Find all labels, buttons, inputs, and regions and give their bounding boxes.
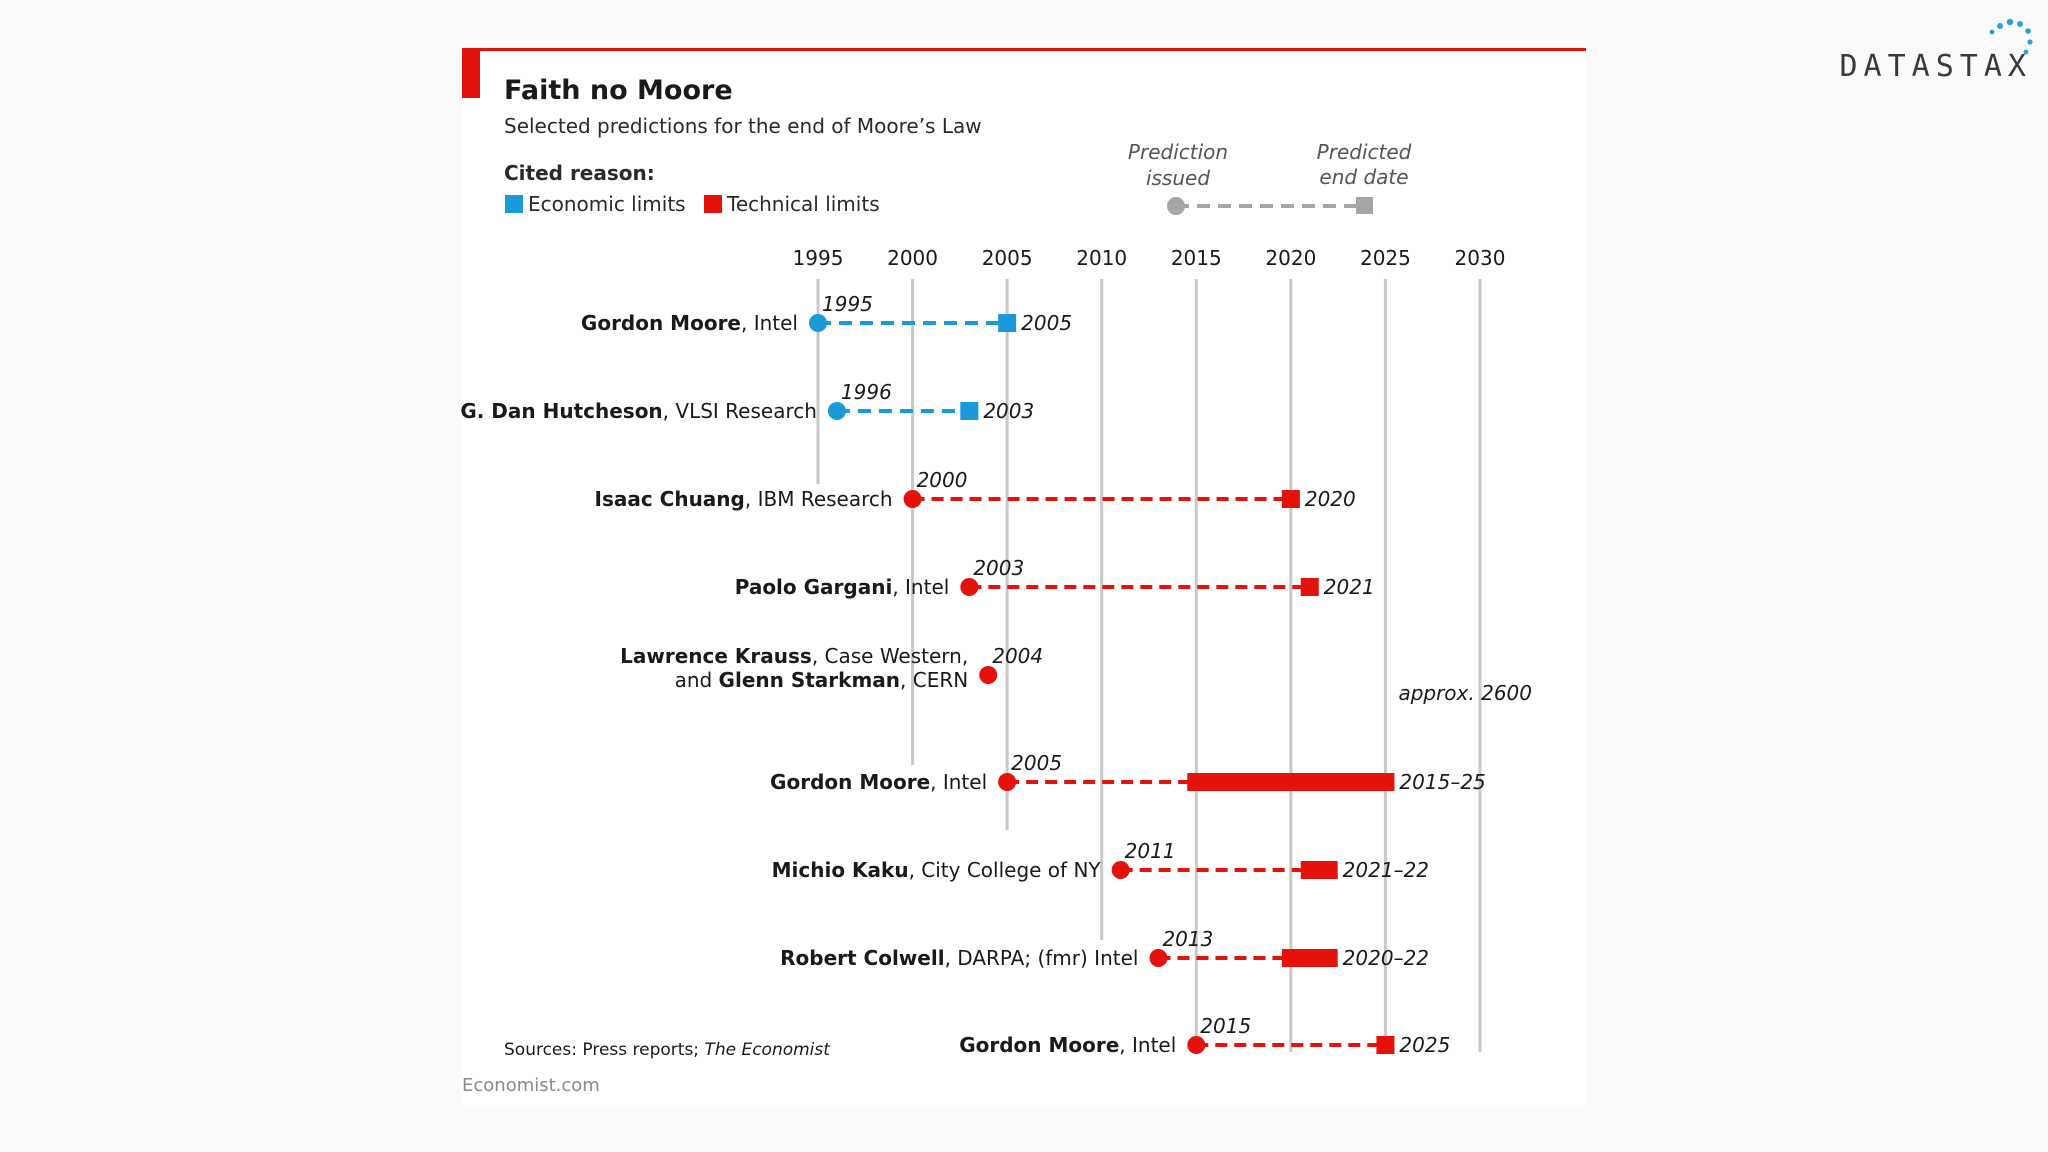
row-5-name-label-part-0: Gordon Moore — [770, 770, 930, 794]
x-tick-label-2025: 2025 — [1360, 246, 1411, 270]
row-5-issued-marker — [998, 773, 1017, 791]
row-1-name-label-part-0: G. Dan Hutcheson — [460, 399, 662, 423]
row-4-name-label-part-1: , Case Western, — [812, 644, 968, 668]
legend-predicted-end-line1: Predicted — [1317, 140, 1412, 164]
chart-title: Faith no Moore — [504, 75, 733, 106]
row-2-end-label: 2020 — [1305, 487, 1356, 511]
chart-card — [462, 48, 1586, 1107]
chart-sources-part-1: The Economist — [704, 1040, 831, 1060]
row-0-name-label-part-0: Gordon Moore — [581, 311, 741, 335]
row-1-end-label: 2003 — [983, 399, 1034, 423]
row-4-issued-marker — [979, 666, 998, 684]
row-7-end-label: 2020–22 — [1343, 946, 1429, 970]
row-7-name-label-part-0: Robert Colwell — [780, 946, 944, 970]
row-4-name-label-2-part-1: Glenn Starkman — [719, 668, 900, 692]
row-4-issued-label: 2004 — [992, 644, 1043, 668]
row-5-issued-label: 2005 — [1011, 751, 1062, 775]
row-6-issued-marker — [1111, 861, 1130, 879]
row-5-end-marker — [1187, 773, 1395, 791]
title-accent-bar — [462, 48, 480, 98]
legend-prediction-issued-line2: issued — [1146, 166, 1210, 190]
row-5-end-label: 2015–25 — [1399, 770, 1485, 794]
row-3-end-label: 2021 — [1324, 575, 1375, 599]
row-3-name-label: Paolo Gargani, Intel — [735, 575, 950, 599]
row-0-end-label: 2005 — [1021, 311, 1072, 335]
x-tick-label-2005: 2005 — [982, 246, 1033, 270]
row-1-name-label-part-1: , VLSI Research — [663, 399, 817, 423]
row-4-end-label: approx. 2600 — [1398, 681, 1532, 705]
row-3-issued-label: 2003 — [973, 556, 1024, 580]
row-2-end-marker — [1281, 490, 1300, 508]
row-2-name-label-part-1: , IBM Research — [745, 487, 893, 511]
chart-credit: Economist.com — [462, 1075, 600, 1096]
row-1-issued-label: 1996 — [841, 380, 892, 404]
row-3-end-marker — [1300, 578, 1319, 596]
row-8-name-label-part-0: Gordon Moore — [959, 1033, 1119, 1057]
logo-text: DATASTAX — [1839, 49, 2032, 84]
row-4-name-label-2: and Glenn Starkman, CERN — [675, 668, 969, 692]
row-6-issued-label: 2011 — [1125, 839, 1176, 863]
row-6-name-label-part-0: Michio Kaku — [772, 858, 909, 882]
x-tick-label-2030: 2030 — [1455, 246, 1506, 270]
legend-predicted-end-line2: end date — [1319, 165, 1408, 189]
legend-prediction-issued-line1: Prediction — [1128, 140, 1228, 164]
row-8-issued-label: 2015 — [1200, 1014, 1251, 1038]
x-tick-label-2010: 2010 — [1076, 246, 1127, 270]
logo-dots-icon — [1989, 18, 2033, 55]
legend-heading: Cited reason: — [504, 161, 655, 185]
row-6-name-label: Michio Kaku, City College of NY — [772, 858, 1102, 882]
x-tick-label-1995: 1995 — [793, 246, 844, 270]
row-5-name-label: Gordon Moore, Intel — [770, 770, 987, 794]
row-8-issued-marker — [1187, 1036, 1206, 1054]
row-6-end-marker — [1300, 861, 1338, 879]
row-3-name-label-part-0: Paolo Gargani — [735, 575, 893, 599]
legend-end-marker — [1356, 197, 1373, 214]
row-2-name-label: Isaac Chuang, IBM Research — [595, 487, 893, 511]
row-0-issued-label: 1995 — [822, 292, 873, 316]
row-4-name-label: Lawrence Krauss, Case Western, — [620, 644, 968, 668]
row-8-end-marker — [1376, 1036, 1395, 1054]
row-8-name-label-part-1: , Intel — [1119, 1033, 1176, 1057]
row-6-name-label-part-1: , City College of NY — [909, 858, 1102, 882]
row-2-issued-marker — [903, 490, 922, 508]
row-2-name-label-part-0: Isaac Chuang — [595, 487, 745, 511]
chart-sources-part-0: Sources: Press reports; — [504, 1040, 704, 1060]
row-7-end-marker — [1281, 949, 1338, 967]
legend-economic-label: Economic limits — [528, 192, 686, 216]
x-tick-label-2015: 2015 — [1171, 246, 1222, 270]
row-4-name-label-2-part-0: and — [675, 668, 719, 692]
row-2-issued-label: 2000 — [917, 468, 968, 492]
legend-technical-label: Technical limits — [726, 192, 880, 216]
row-0-name-label: Gordon Moore, Intel — [581, 311, 798, 335]
row-0-issued-marker — [809, 314, 827, 332]
datastax-logo: DATASTAX — [1839, 18, 2033, 84]
chart-sources: Sources: Press reports; The Economist — [504, 1040, 831, 1060]
row-1-issued-marker — [827, 402, 846, 420]
legend-technical-swatch — [704, 195, 722, 213]
row-3-issued-marker — [960, 578, 979, 596]
chart-subtitle: Selected predictions for the end of Moor… — [504, 114, 982, 138]
row-3-name-label-part-1: , Intel — [892, 575, 949, 599]
row-7-name-label-part-1: , DARPA; (fmr) Intel — [945, 946, 1139, 970]
row-8-end-label: 2025 — [1399, 1033, 1450, 1057]
legend-issued-marker — [1167, 197, 1185, 215]
row-7-issued-marker — [1149, 949, 1168, 967]
legend-economic-swatch — [505, 195, 523, 213]
row-6-end-label: 2021–22 — [1343, 858, 1429, 882]
row-0-name-label-part-1: , Intel — [741, 311, 798, 335]
row-8-name-label: Gordon Moore, Intel — [959, 1033, 1176, 1057]
row-1-end-marker — [960, 402, 979, 420]
x-tick-label-2020: 2020 — [1265, 246, 1316, 270]
row-4-name-label-2-part-2: , CERN — [900, 668, 968, 692]
x-tick-label-2000: 2000 — [887, 246, 938, 270]
row-0-end-marker — [998, 314, 1017, 332]
row-7-issued-label: 2013 — [1162, 927, 1213, 951]
row-4-name-label-part-0: Lawrence Krauss — [620, 644, 812, 668]
row-1-name-label: G. Dan Hutcheson, VLSI Research — [460, 399, 817, 423]
row-7-name-label: Robert Colwell, DARPA; (fmr) Intel — [780, 946, 1138, 970]
row-5-name-label-part-1: , Intel — [930, 770, 987, 794]
